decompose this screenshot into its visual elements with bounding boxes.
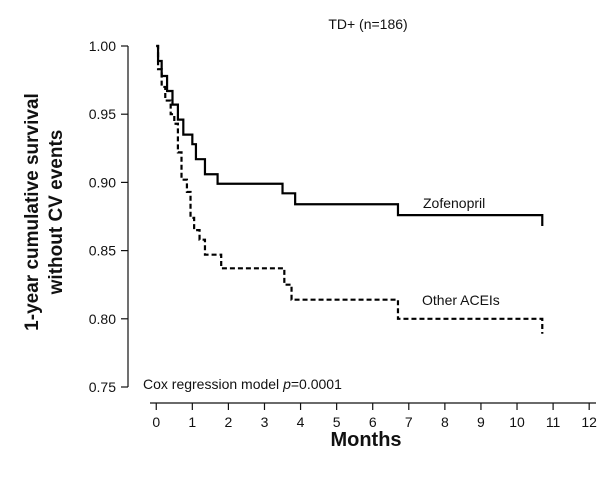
y-tick-label: 0.75 <box>89 379 116 395</box>
x-tick-label: 1 <box>188 414 196 430</box>
cox-annotation-prefix: Cox regression model <box>143 376 283 392</box>
x-tick-label: 9 <box>477 414 485 430</box>
y-axis-ticks: 0.75 0.80 0.85 0.90 0.95 1.00 <box>89 38 128 395</box>
x-tick-label: 2 <box>225 414 233 430</box>
x-tick-label: 4 <box>297 414 305 430</box>
y-axis-label-line1: 1-year cumulative survival <box>22 93 43 331</box>
y-tick-label: 0.80 <box>89 311 116 327</box>
series-line-other-aceis <box>156 44 544 334</box>
series-label-other-aceis: Other ACEIs <box>422 292 500 308</box>
x-axis-ticks: 0 1 2 3 4 5 6 7 8 9 10 11 12 <box>152 403 597 430</box>
x-axis-label: Months <box>330 429 401 451</box>
chart-title: TD+ (n=186) <box>328 16 407 32</box>
series-lines <box>156 44 544 334</box>
cox-annotation: Cox regression model p=0.0001 <box>143 376 342 392</box>
y-tick-label: 0.85 <box>89 243 116 259</box>
y-tick-label: 0.95 <box>89 106 116 122</box>
y-tick-label: 0.90 <box>89 174 116 190</box>
series-label-zofenopril: Zofenopril <box>423 195 485 211</box>
x-tick-label: 3 <box>261 414 269 430</box>
x-tick-label: 11 <box>546 414 561 430</box>
x-tick-label: 0 <box>152 414 160 430</box>
x-tick-label: 7 <box>405 414 413 430</box>
x-tick-label: 8 <box>441 414 449 430</box>
series-line-zofenopril <box>156 44 544 227</box>
x-tick-label: 10 <box>509 414 525 430</box>
cox-annotation-value: =0.0001 <box>291 376 342 392</box>
x-tick-label: 6 <box>369 414 377 430</box>
cox-annotation-p: p <box>282 376 291 392</box>
x-tick-label: 5 <box>333 414 341 430</box>
y-tick-label: 1.00 <box>89 38 116 54</box>
x-tick-label: 12 <box>581 414 597 430</box>
y-axis-label-line2: without CV events <box>46 130 67 296</box>
